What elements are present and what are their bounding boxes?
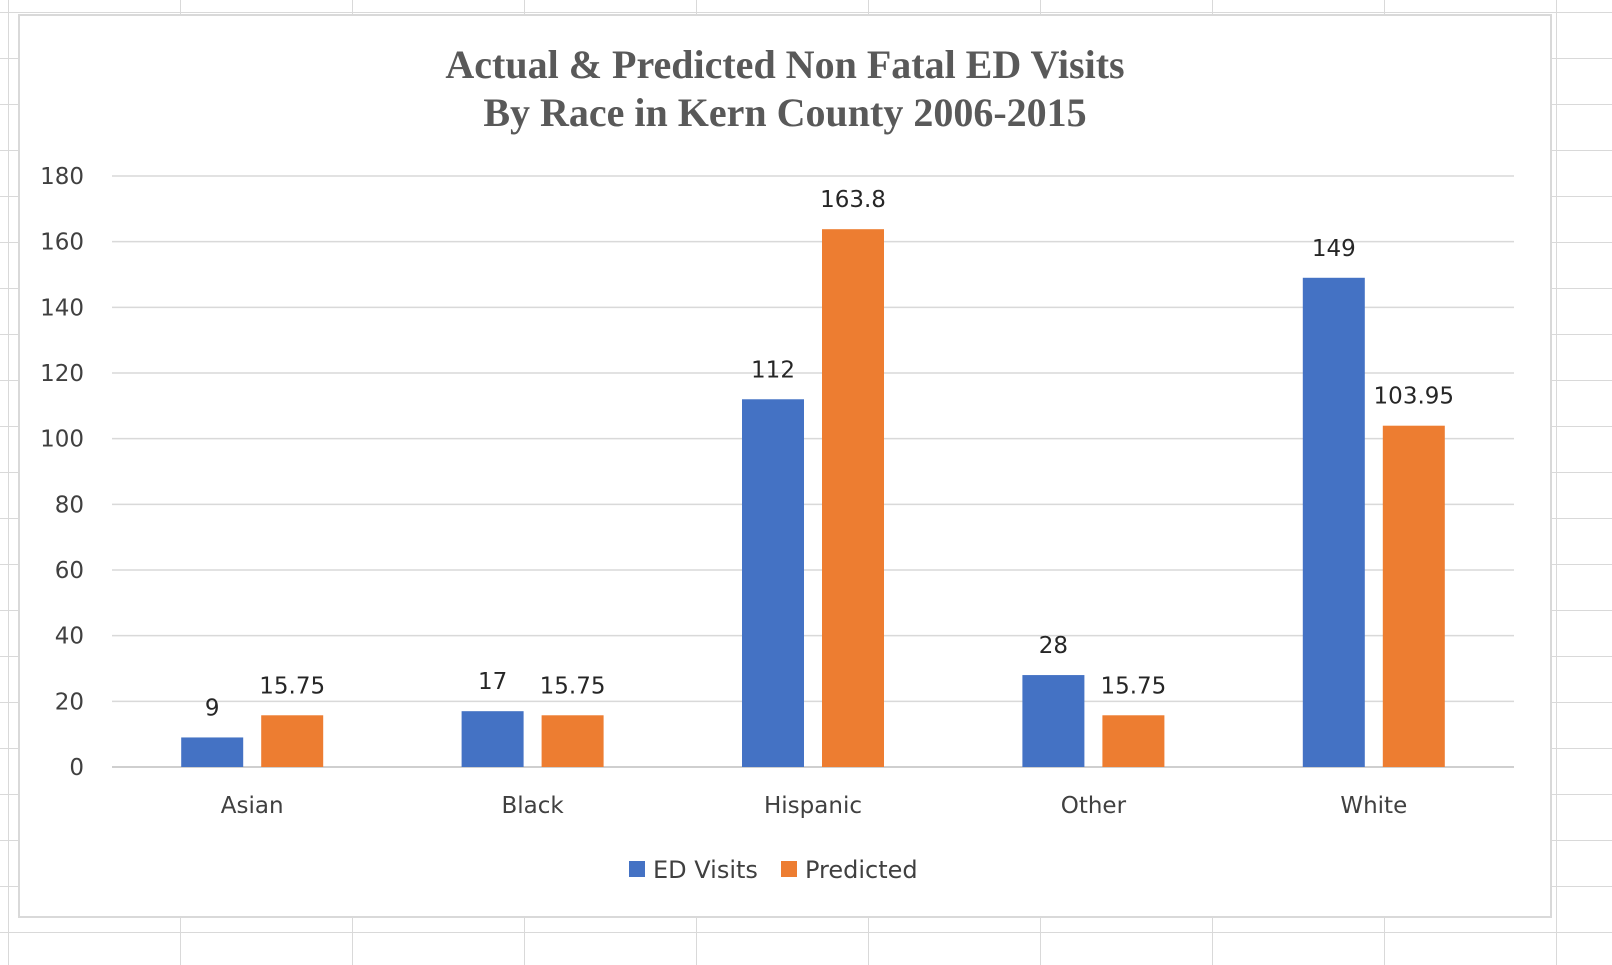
gridlines (112, 175, 1514, 768)
data-label: 15.75 (540, 673, 606, 699)
legend-label[interactable]: ED Visits (653, 856, 758, 884)
bar-ed-visits-black[interactable] (461, 711, 524, 767)
y-tick-label: 100 (40, 427, 84, 453)
data-label: 15.75 (1100, 673, 1166, 699)
y-tick-label: 40 (55, 624, 84, 650)
data-label: 103.95 (1374, 384, 1454, 410)
bar-predicted-white[interactable] (1382, 425, 1445, 767)
chart-title-line-1: Actual & Predicted Non Fatal ED Visits (445, 42, 1124, 87)
chart-area[interactable]: Actual & Predicted Non Fatal ED Visits B… (18, 14, 1552, 918)
legend[interactable]: ED Visits Predicted (629, 856, 918, 884)
bar-ed-visits-white[interactable] (1302, 277, 1365, 767)
y-tick-label: 0 (69, 755, 84, 781)
data-label: 112 (751, 357, 795, 383)
legend-swatch-predicted (781, 861, 797, 877)
bars (181, 229, 1445, 767)
data-label: 28 (1039, 633, 1068, 659)
chart-title: Actual & Predicted Non Fatal ED Visits B… (445, 42, 1124, 135)
category-label-asian: Asian (221, 793, 284, 819)
data-label: 149 (1312, 236, 1356, 262)
x-axis-category-labels: Asian Black Hispanic Other White (221, 793, 1407, 819)
bar-predicted-other[interactable] (1102, 715, 1165, 767)
y-tick-label: 140 (40, 295, 84, 321)
y-tick-label: 20 (55, 689, 84, 715)
y-tick-label: 80 (55, 492, 84, 518)
legend-swatch-ed-visits (629, 861, 645, 877)
bar-predicted-black[interactable] (541, 715, 604, 767)
y-tick-label: 120 (40, 361, 84, 387)
category-label-hispanic: Hispanic (764, 793, 862, 819)
data-label: 17 (478, 669, 507, 695)
category-label-black: Black (501, 793, 564, 819)
y-tick-label: 160 (40, 230, 84, 256)
y-tick-label: 180 (40, 164, 84, 190)
y-tick-label: 60 (55, 558, 84, 584)
category-label-other: Other (1061, 793, 1127, 819)
chart-title-line-2: By Race in Kern County 2006-2015 (483, 90, 1086, 135)
bar-ed-visits-asian[interactable] (181, 737, 244, 767)
y-axis-tick-labels: 0 20 40 60 80 100 120 140 160 180 (40, 164, 84, 781)
legend-label[interactable]: Predicted (805, 856, 918, 884)
bar-chart: Actual & Predicted Non Fatal ED Visits B… (40, 42, 1514, 884)
category-label-white: White (1340, 793, 1407, 819)
bar-predicted-asian[interactable] (261, 715, 324, 767)
bar-ed-visits-hispanic[interactable] (742, 399, 804, 767)
data-label: 9 (205, 695, 220, 721)
data-label: 15.75 (259, 673, 325, 699)
data-label: 163.8 (820, 187, 886, 213)
bar-predicted-hispanic[interactable] (822, 229, 884, 767)
data-labels: 9 15.75 17 15.75 112 163.8 28 15.75 149 103.95 (205, 187, 1454, 721)
bar-ed-visits-other[interactable] (1022, 675, 1085, 767)
